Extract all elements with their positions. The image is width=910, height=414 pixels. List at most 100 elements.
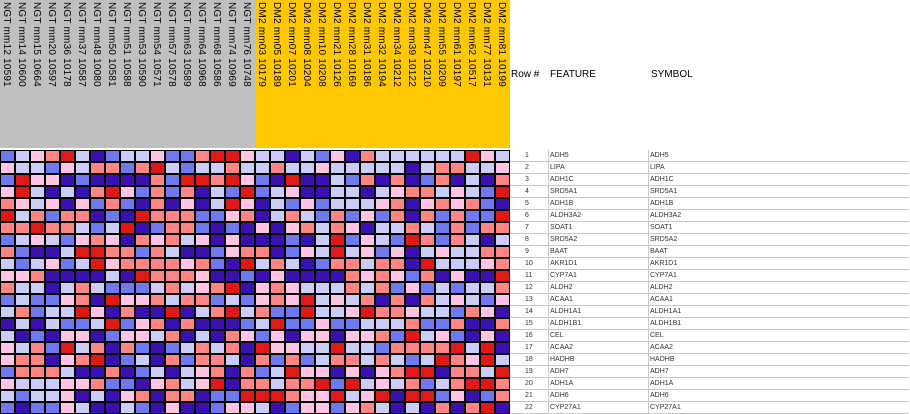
heatmap-cell xyxy=(60,318,75,330)
heatmap-cell xyxy=(165,174,180,186)
heatmap-cell xyxy=(405,150,420,162)
heatmap-cell xyxy=(180,306,195,318)
heatmap-cell xyxy=(60,342,75,354)
heatmap-cell xyxy=(90,198,105,210)
heatmap-cell xyxy=(45,222,60,234)
heatmap-cell xyxy=(285,318,300,330)
heatmap-cell xyxy=(0,186,15,198)
heatmap-cell xyxy=(480,222,495,234)
heatmap-cell xyxy=(0,330,15,342)
heatmap-cell xyxy=(300,294,315,306)
heatmap-cell xyxy=(225,318,240,330)
heatmap-cell xyxy=(450,258,465,270)
heatmap-cell xyxy=(60,294,75,306)
table-row: 2 LIPA LIPA xyxy=(510,162,909,174)
heatmap-cell xyxy=(255,330,270,342)
feature-cell: ALDH2 xyxy=(550,284,573,291)
feature-cell: ADH1C xyxy=(550,176,574,183)
heatmap-cell xyxy=(480,174,495,186)
heatmap-cell xyxy=(105,390,120,402)
table-row: 18 HADHB HADHB xyxy=(510,354,909,366)
heatmap-cell xyxy=(495,318,510,330)
column-header: DM2 mm61 10197 xyxy=(450,0,465,148)
heatmap-cell xyxy=(420,294,435,306)
heatmap-cell xyxy=(0,162,15,174)
heatmap-cell xyxy=(75,222,90,234)
heatmap-cell xyxy=(90,294,105,306)
heatmap-cell xyxy=(315,354,330,366)
heatmap-cell xyxy=(300,234,315,246)
heatmap-cell xyxy=(495,294,510,306)
feature-cell: AKR1D1 xyxy=(550,260,578,267)
heatmap-cell xyxy=(360,234,375,246)
heatmap-cell xyxy=(450,210,465,222)
heatmap-cell xyxy=(420,342,435,354)
heatmap-cell xyxy=(15,282,30,294)
heatmap-cell xyxy=(435,150,450,162)
heatmap-cell xyxy=(15,402,30,414)
heatmap-cell xyxy=(0,366,15,378)
heatmap-cell xyxy=(270,306,285,318)
heatmap-cell xyxy=(30,186,45,198)
heatmap-cell xyxy=(360,258,375,270)
column-header: NGT mm76 10748 xyxy=(240,0,255,148)
heatmap-cell xyxy=(225,330,240,342)
heatmap-cell xyxy=(375,330,390,342)
heatmap-cell xyxy=(195,306,210,318)
heatmap-cell xyxy=(270,342,285,354)
heatmap-cell xyxy=(345,162,360,174)
heatmap-cell xyxy=(135,222,150,234)
heatmap-cell xyxy=(465,210,480,222)
heatmap-cell xyxy=(420,366,435,378)
heatmap-cell xyxy=(300,390,315,402)
heatmap-cell xyxy=(30,378,45,390)
heatmap-cell xyxy=(270,402,285,414)
heatmap-cell xyxy=(225,294,240,306)
column-label: DM2 mm62 10517 xyxy=(466,2,477,88)
feature-cell: ADH7 xyxy=(550,368,569,375)
column-header: DM2 mm55 10209 xyxy=(435,0,450,148)
heatmap-cell xyxy=(75,306,90,318)
table-row: 4 SRD5A1 SRD5A1 xyxy=(510,186,909,198)
heatmap-cell xyxy=(270,234,285,246)
heatmap-cell xyxy=(165,294,180,306)
heatmap-cell xyxy=(195,378,210,390)
table-row: 16 CEL CEL xyxy=(510,330,909,342)
heatmap-cell xyxy=(480,378,495,390)
heatmap-cell xyxy=(465,318,480,330)
heatmap-cell xyxy=(0,390,15,402)
heatmap-cell xyxy=(45,342,60,354)
heatmap-cell xyxy=(0,222,15,234)
heatmap-cell xyxy=(15,366,30,378)
heatmap-cell xyxy=(255,318,270,330)
heatmap-cell xyxy=(120,390,135,402)
heatmap-cell xyxy=(270,366,285,378)
heatmap-cell xyxy=(195,402,210,414)
heatmap-cell xyxy=(405,198,420,210)
heatmap-cell xyxy=(465,174,480,186)
heatmap-cell xyxy=(0,306,15,318)
heatmap-cell xyxy=(315,246,330,258)
heatmap-cell xyxy=(390,210,405,222)
symbol-cell: ADH1C xyxy=(650,176,674,183)
heatmap-cell xyxy=(90,282,105,294)
heatmap-cell xyxy=(270,174,285,186)
row-number: 6 xyxy=(525,212,529,219)
heatmap-cell xyxy=(345,186,360,198)
heatmap-cell xyxy=(210,222,225,234)
heatmap-cell xyxy=(195,186,210,198)
heatmap-cell xyxy=(60,210,75,222)
heatmap-cell xyxy=(45,390,60,402)
heatmap-cell xyxy=(180,234,195,246)
heatmap-cell xyxy=(450,390,465,402)
row-number: 11 xyxy=(525,272,533,279)
heatmap-cell xyxy=(240,354,255,366)
heatmap-cell xyxy=(150,342,165,354)
heatmap-cell xyxy=(180,294,195,306)
heatmap-cell xyxy=(45,234,60,246)
column-label: DM2 mm81 10199 xyxy=(496,2,507,88)
row-number: 8 xyxy=(525,236,529,243)
heatmap-cell xyxy=(105,198,120,210)
heatmap-cell xyxy=(180,330,195,342)
column-header: DM2 mm21 10126 xyxy=(330,0,345,148)
